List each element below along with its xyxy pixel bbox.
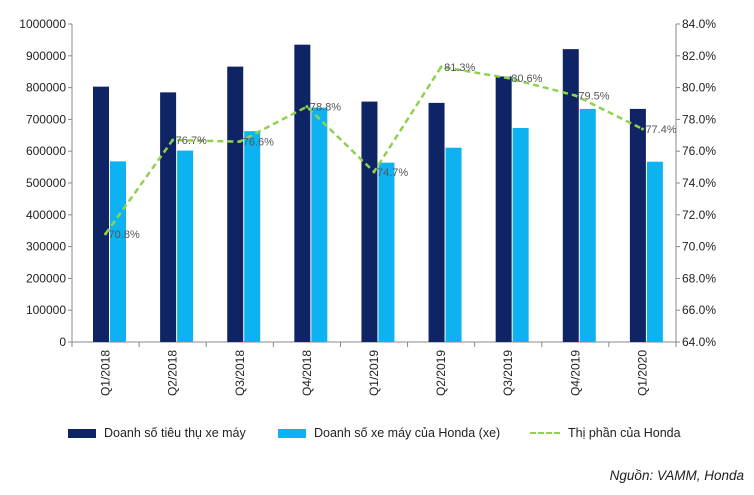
x-tick-label: Q4/2018	[300, 350, 314, 396]
bar-total-sales	[495, 76, 512, 342]
x-tick-label: Q1/2019	[367, 350, 381, 396]
bar-total-sales	[361, 101, 378, 342]
left-tick-label: 300000	[26, 240, 66, 254]
honda-share-data-label: 70.8%	[109, 229, 140, 241]
right-tick-label: 66.0%	[682, 303, 716, 317]
left-tick-label: 1000000	[19, 17, 66, 31]
left-tick-label: 900000	[26, 49, 66, 63]
x-tick-label: Q2/2019	[434, 350, 448, 396]
honda-share-data-label: 80.6%	[511, 73, 542, 85]
legend-label-honda-share: Thị phần của Honda	[568, 426, 681, 440]
legend-label-total-sales: Doanh số tiêu thụ xe máy	[104, 426, 246, 440]
left-tick-label: 200000	[26, 271, 66, 285]
x-tick-label: Q2/2018	[166, 350, 180, 396]
x-tick-label: Q1/2020	[635, 350, 649, 396]
honda-share-data-label: 77.4%	[645, 124, 676, 136]
bar-total-sales	[428, 102, 445, 342]
honda-share-point	[439, 65, 443, 69]
bar-honda-sales	[177, 150, 194, 342]
bar-honda-sales	[445, 147, 462, 342]
honda-share-point	[506, 76, 510, 80]
bar-total-sales	[160, 92, 177, 343]
right-tick-label: 84.0%	[682, 17, 716, 31]
source-note: Nguồn: VAMM, Honda	[609, 468, 744, 483]
x-tick-label: Q1/2018	[99, 350, 113, 396]
honda-share-data-label: 74.7%	[377, 167, 408, 179]
bar-honda-sales	[378, 162, 395, 342]
left-tick-label: 100000	[26, 303, 66, 317]
x-tick-label: Q3/2019	[501, 350, 515, 396]
right-tick-label: 82.0%	[682, 49, 716, 63]
left-tick-label: 500000	[26, 176, 66, 190]
left-tick-label: 400000	[26, 208, 66, 222]
combo-chart: 0 100000 200000 300000 400000 500000 600000 700…	[19, 17, 716, 396]
right-tick-label: 70.0%	[682, 240, 716, 254]
bar-total-sales	[227, 66, 244, 342]
right-tick-label: 64.0%	[682, 335, 716, 349]
bar-honda-sales	[110, 161, 126, 342]
legend-item-total-sales: Doanh số tiêu thụ xe máy	[68, 426, 246, 440]
honda-share-point	[573, 94, 577, 98]
legend-swatch-honda-share	[530, 432, 560, 434]
honda-share-point	[372, 170, 376, 174]
legend-label-honda-sales: Doanh số xe máy của Honda (xe)	[314, 426, 501, 440]
bar-honda-sales	[512, 127, 529, 343]
legend: Doanh số tiêu thụ xe máy Doanh số xe máy…	[0, 423, 754, 443]
legend-item-honda-sales: Doanh số xe máy của Honda (xe)	[278, 426, 500, 440]
legend-swatch-total-sales	[68, 428, 96, 438]
bar-honda-sales	[311, 107, 328, 342]
bar-total-sales	[93, 86, 109, 342]
honda-share-data-label: 79.5%	[578, 91, 609, 103]
bar-total-sales	[562, 49, 579, 342]
bar-total-sales	[294, 44, 311, 343]
bar-honda-sales	[646, 161, 663, 342]
honda-share-data-label: 81.3%	[444, 62, 475, 74]
bar-honda-sales	[579, 108, 596, 342]
right-tick-label: 68.0%	[682, 271, 716, 285]
honda-share-point	[640, 127, 644, 131]
honda-share-data-label: 76.6%	[243, 137, 274, 149]
honda-share-data-label: 78.8%	[310, 102, 341, 114]
right-tick-label: 74.0%	[682, 176, 716, 190]
bar-honda-sales	[244, 131, 261, 342]
x-tick-label: Q3/2018	[233, 350, 247, 396]
x-tick-label: Q4/2019	[568, 350, 582, 396]
right-tick-label: 72.0%	[682, 208, 716, 222]
legend-item-honda-share: Thị phần của Honda	[530, 426, 681, 440]
honda-share-point	[104, 232, 108, 236]
right-tick-label: 76.0%	[682, 144, 716, 158]
right-tick-label: 80.0%	[682, 81, 716, 95]
left-tick-label: 700000	[26, 112, 66, 126]
bar-total-sales	[629, 108, 646, 342]
honda-share-point	[238, 140, 242, 144]
right-tick-label: 78.0%	[682, 112, 716, 126]
left-tick-label: 800000	[26, 81, 66, 95]
legend-swatch-honda-sales	[278, 428, 306, 438]
honda-share-point	[171, 138, 175, 142]
honda-share-data-label: 76.7%	[176, 135, 207, 147]
honda-share-point	[305, 105, 309, 109]
left-tick-label: 600000	[26, 144, 66, 158]
left-tick-label: 0	[59, 335, 66, 349]
